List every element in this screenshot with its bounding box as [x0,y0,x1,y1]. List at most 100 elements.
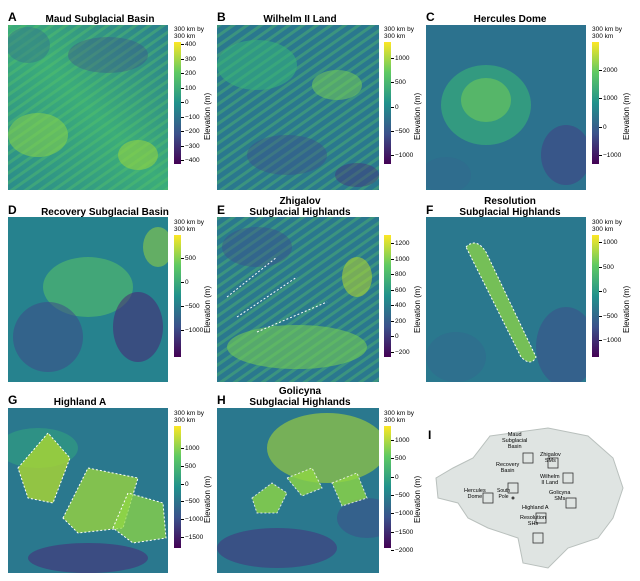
colorbar-e [384,235,391,357]
colorbar-tick-label: 0 [603,123,607,131]
inset-label-hercules: Hercules Dome [464,488,486,500]
colorbar-tick-mark [391,352,394,353]
colorbar-label-d: Elevation (m) [203,285,212,333]
scale-note-a: 300 km by 300 km [174,26,204,40]
colorbar-tick-mark [599,340,602,341]
colorbar-tick-mark [181,87,184,89]
colorbar-tick-mark [181,116,184,118]
colorbar-tick-mark [391,106,394,108]
panel-letter-b: B [217,10,226,24]
colorbar-tick-mark [599,155,602,156]
colorbar-tick-label: 200 [185,70,196,77]
colorbar-d [174,235,181,357]
colorbar-tick-label: 0 [395,103,399,111]
elevation-map-b [217,25,379,190]
colorbar-tick-mark [391,289,394,291]
panel-title-f: Resolution Subglacial Highlands [459,196,561,218]
colorbar-tick-label: 200 [395,317,406,325]
colorbar-tick-label: 1000 [395,437,410,444]
colorbar-tick-label: −1000 [185,516,204,524]
inset-label-wilhelm: Wilhelm II Land [540,474,560,486]
elevation-map-h [217,408,379,573]
colorbar-tick-label: 1200 [395,240,410,247]
colorbar-tick-label: 1000 [185,445,200,452]
scale-note-h: 300 km by 300 km [384,410,414,424]
colorbar-tick-mark [391,495,394,496]
colorbar-tick-label: 0 [603,288,607,295]
panel-letter-i: I [428,428,432,442]
colorbar-tick-mark [181,44,184,45]
scale-note-b: 300 km by 300 km [384,26,414,40]
colorbar-tick-label: −400 [185,157,200,164]
colorbar-tick-mark [391,550,394,551]
colorbar-tick-mark [391,243,394,244]
colorbar-tick-mark [391,513,394,515]
panel-title-d: Recovery Subglacial Basin [41,207,169,218]
colorbar-tick-mark [391,82,394,84]
panel-letter-f: F [426,203,434,217]
colorbar-tick-mark [391,258,394,260]
colorbar-tick-mark [181,537,184,538]
inset-box [522,452,534,464]
colorbar-tick-mark [391,130,394,132]
colorbar-tick-label: 1000 [603,239,618,246]
colorbar-tick-label: 0 [395,473,399,481]
colorbar-tick-mark [599,315,602,317]
inset-label-golicyna: Golicyna SMs [549,490,571,502]
inset-label-recovery: Recovery Basin [496,462,520,474]
elevation-map-c [426,25,586,190]
colorbar-tick-mark [181,131,184,132]
colorbar-tick-mark [391,274,394,276]
colorbar-tick-mark [391,476,394,478]
colorbar-tick-label: 1000 [603,95,618,103]
inset-label-maud: Maud Subglacial Basin [502,432,528,450]
colorbar-tick-label: 600 [395,286,406,294]
colorbar-h [384,426,391,548]
colorbar-tick-label: 2000 [603,67,618,74]
colorbar-tick-label: 500 [185,255,196,262]
colorbar-tick-mark [391,305,394,307]
colorbar-label-e: Elevation (m) [413,285,422,333]
panel-title-g: Highland A [53,397,107,408]
colorbar-tick-mark [181,448,184,449]
colorbar-tick-label: −1000 [185,327,204,334]
colorbar-tick-label: −500 [395,492,410,499]
colorbar-tick-label: 0 [185,99,189,106]
elevation-map-d [8,217,168,382]
colorbar-tick-label: 500 [395,79,406,87]
panel-title-b: Wilhelm II Land [263,14,337,25]
colorbar-tick-mark [391,320,394,322]
colorbar-tick-label: −1500 [395,528,414,536]
colorbar-tick-label: 400 [185,41,196,48]
colorbar-label-f: Elevation (m) [622,285,631,333]
colorbar-tick-mark [181,501,184,503]
panel-letter-h: H [217,393,226,407]
colorbar-tick-label: −1000 [395,510,414,518]
colorbar-tick-label: −500 [185,303,200,310]
scale-note-d: 300 km by 300 km [174,219,204,233]
scale-note-g: 300 km by 300 km [174,410,204,424]
colorbar-tick-mark [181,145,184,147]
inset-label-highland-a: Highland A [522,505,549,511]
colorbar-tick-label: 0 [395,333,399,341]
panel-letter-c: C [426,10,435,24]
colorbar-tick-mark [181,483,184,485]
colorbar-tick-mark [391,458,394,460]
colorbar-tick-mark [599,291,602,292]
colorbar-tick-mark [181,282,184,283]
colorbar-a [174,42,181,164]
panel-letter-e: E [217,203,226,217]
colorbar-tick-label: 1000 [395,55,410,62]
inset-label-zhigalov: Zhigalov SMs [540,452,561,464]
colorbar-tick-label: −500 [395,127,410,135]
colorbar-tick-label: −500 [185,498,200,506]
inset-label-resolution: Resolution SHs [520,515,546,527]
colorbar-tick-mark [181,306,184,307]
colorbar-tick-mark [391,155,394,156]
colorbar-tick-mark [181,519,184,521]
colorbar-tick-mark [391,440,394,441]
colorbar-b [384,42,391,164]
colorbar-c [592,42,599,164]
colorbar-tick-mark [181,258,184,259]
colorbar-g [174,426,181,548]
